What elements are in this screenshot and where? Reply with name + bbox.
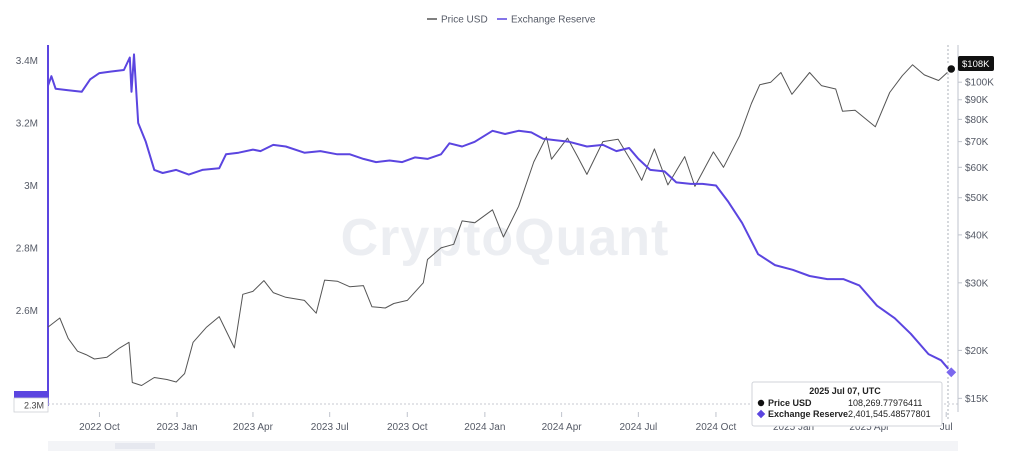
x-tick-label: 2024 Apr: [542, 422, 583, 433]
price-current-badge: $108K: [958, 56, 994, 71]
tooltip-price-marker: [757, 399, 765, 407]
x-tick-label: 2023 Oct: [387, 422, 428, 433]
x-tick-label: 2024 Jan: [464, 422, 505, 433]
tooltip-reserve-value: 2,401,545.48577801: [848, 409, 931, 419]
right-tick-label: $20K: [965, 346, 989, 357]
left-tick-label: 2.6M: [16, 306, 38, 317]
exchange-reserve-line: [47, 53, 953, 373]
range-navigator-handle[interactable]: [115, 443, 155, 449]
legend: Price USD Exchange Reserve: [427, 15, 596, 26]
price-current-marker: [946, 63, 957, 75]
right-tick-label: $90K: [965, 95, 989, 106]
x-tick-label: 2024 Oct: [696, 422, 737, 433]
tooltip-date: 2025 Jul 07, UTC: [809, 386, 881, 396]
x-tick-label: 2023 Jan: [156, 422, 197, 433]
tooltip-price-name: Price USD: [768, 398, 812, 408]
right-tick-label: $30K: [965, 278, 989, 289]
left-y-axis: 3.4M 3.2M 3M 2.8M 2.6M: [16, 56, 38, 317]
reserve-badge-box: [13, 397, 49, 413]
reserve-badge-label: 2.3M: [24, 401, 44, 411]
x-axis: 2022 Oct 2023 Jan 2023 Apr 2023 Jul 2023 Oct…: [79, 412, 953, 433]
left-tick-label: 2.8M: [16, 243, 38, 254]
reserve-current-badge: 2.3M: [13, 391, 49, 413]
left-tick-label: 3M: [24, 181, 38, 192]
right-y-axis: $100K $90K $80K $70K $60K $50K $40K $30K $20K $15…: [958, 78, 994, 405]
price-usd-line: [47, 64, 952, 386]
price-badge-label: $108K: [962, 59, 990, 70]
x-tick-label: 2023 Apr: [233, 422, 274, 433]
right-tick-label: $100K: [965, 78, 994, 89]
legend-item-price[interactable]: Price USD: [427, 15, 488, 26]
legend-label-price: Price USD: [441, 15, 488, 26]
right-tick-label: $70K: [965, 137, 989, 148]
price-badge-bg: [958, 56, 994, 71]
tooltip: 2025 Jul 07, UTC Price USD 108,269.77976…: [751, 381, 943, 427]
x-tick-label: 2025 Apr: [849, 422, 890, 433]
legend-label-exchange-reserve: Exchange Reserve: [511, 15, 596, 26]
tooltip-box: [751, 381, 943, 427]
watermark: CryptoQuant: [341, 209, 670, 267]
left-tick-label: 3.2M: [16, 119, 38, 130]
x-tick-label: Jul: [940, 422, 953, 433]
x-tick-label: 2022 Oct: [79, 422, 120, 433]
right-tick-label: $50K: [965, 193, 989, 204]
x-tick-label: 2025 Jan: [773, 422, 814, 433]
right-tick-label: $40K: [965, 230, 989, 241]
x-tick-label: 2024 Jul: [619, 422, 657, 433]
legend-item-exchange-reserve[interactable]: Exchange Reserve: [497, 15, 596, 26]
right-tick-label: $15K: [965, 394, 989, 405]
reserve-current-marker: [944, 365, 958, 379]
left-tick-label: 3.4M: [16, 56, 38, 67]
tooltip-price-value: 108,269.77976411: [848, 398, 922, 408]
range-navigator[interactable]: [48, 441, 958, 451]
x-tick-label: 2023 Jul: [311, 422, 349, 433]
tooltip-reserve-name: Exchange Reserve: [768, 409, 848, 419]
right-tick-label: $80K: [965, 115, 989, 126]
tooltip-reserve-marker: [756, 409, 766, 419]
right-tick-label: $60K: [965, 163, 989, 174]
